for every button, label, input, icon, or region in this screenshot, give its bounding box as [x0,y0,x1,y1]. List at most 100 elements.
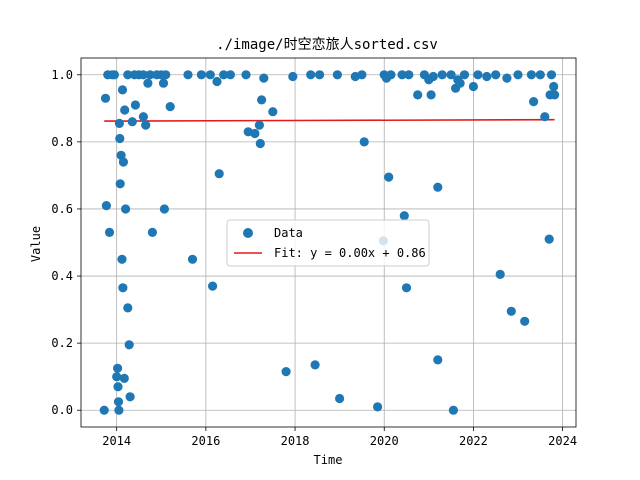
data-point [268,107,278,117]
data-point [123,70,133,80]
y-tick-label: 0.4 [51,269,73,283]
data-point [100,93,111,103]
data-point [495,269,505,279]
data-point [401,283,412,293]
data-point [127,117,137,127]
data-point [459,70,470,80]
axes [80,57,577,428]
data-point [332,70,342,80]
data-point [455,78,465,88]
data-point [138,70,148,80]
data-point [99,405,109,415]
data-point [526,70,537,80]
x-axis-title: Time [314,453,343,467]
data-point [113,397,124,407]
data-point [115,179,125,189]
data-point [446,70,456,80]
data-point [112,372,122,382]
data-point [225,70,235,80]
data-point [413,90,423,100]
data-points [99,70,560,415]
data-point [123,303,133,313]
data-point [119,373,129,383]
data-point [520,316,530,326]
data-point [125,392,135,402]
data-point [241,70,251,80]
data-point [281,367,291,377]
data-point [118,283,128,293]
data-point [315,70,325,80]
data-point [506,306,516,316]
data-point [482,71,492,82]
x-tick-label: 2018 [281,434,310,448]
data-point [335,393,345,404]
data-point [306,70,316,80]
data-point [161,70,171,80]
data-point [535,70,545,80]
data-point [113,363,123,373]
legend-label-data: Data [274,226,303,240]
data-point [147,227,157,237]
legend-marker-data [243,228,253,238]
data-point [158,78,169,88]
data-point [549,81,559,92]
data-point [196,70,206,80]
data-point [540,112,550,122]
y-axis-title: Value [29,226,43,262]
data-point [115,133,125,144]
data-point [109,70,119,80]
x-tick-label: 2024 [548,434,577,448]
y-tick-label: 0.8 [51,135,73,149]
data-point [104,227,115,237]
x-tick-label: 2016 [191,434,220,448]
x-tick-label: 2022 [459,434,488,448]
data-point [114,118,124,128]
data-point [255,138,265,149]
data-point [138,112,148,122]
data-point [513,70,523,80]
data-point [288,71,298,82]
data-point [397,70,407,80]
data-point [250,128,260,139]
y-tick-label: 0.2 [51,336,73,350]
data-point [468,81,478,92]
data-point [433,355,443,365]
data-point [118,157,128,167]
data-point [426,90,436,100]
data-point [141,120,151,130]
data-point [208,281,218,291]
data-point [386,70,396,80]
data-point [121,204,131,214]
x-tick-label: 2020 [370,434,399,448]
data-point [546,70,557,80]
data-point [187,254,198,264]
data-point [473,70,483,80]
data-point [550,90,560,100]
plot-frame [80,57,577,428]
data-point [120,105,130,115]
x-tick-label: 2014 [102,434,131,448]
data-point [437,70,447,80]
chart-title: ./image/时空恋旅人sorted.csv [216,36,438,53]
data-point [117,254,127,264]
data-point [544,234,554,244]
y-tick-label: 0.0 [51,403,73,417]
y-tick-label: 1.0 [51,68,73,82]
data-point [212,76,222,87]
data-point [404,70,414,80]
data-point [214,169,224,179]
tick-marks: 2014 2016 2018 2020 2022 2024 0.0 0.2 0.4 0.6 0.8 1… [51,68,577,448]
data-point [357,70,367,80]
data-point [101,201,111,211]
data-point [373,402,383,412]
data-point [130,100,140,110]
data-point [159,204,169,214]
fit-line-layer [104,118,555,122]
data-point [124,340,134,350]
data-point [384,172,394,182]
legend-box [226,219,430,267]
data-point [117,85,128,95]
data-point [491,70,501,80]
